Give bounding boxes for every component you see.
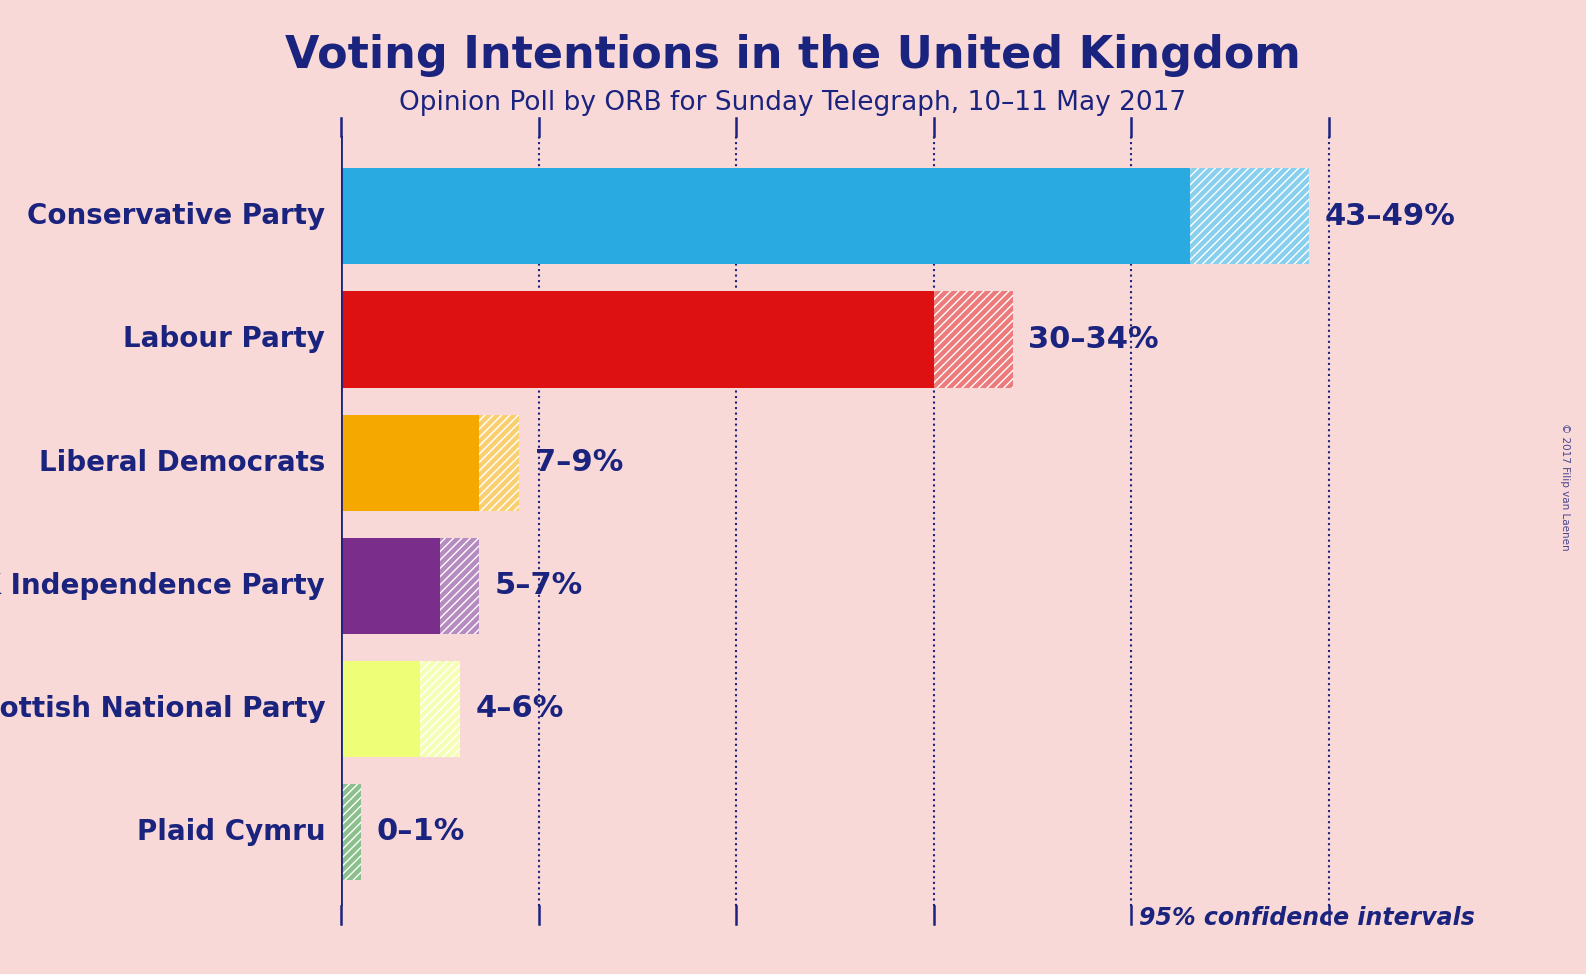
- Bar: [479, 415, 519, 510]
- Text: 7–9%: 7–9%: [534, 448, 623, 477]
- Bar: [341, 660, 420, 757]
- Bar: [420, 660, 460, 757]
- Bar: [341, 784, 360, 880]
- Bar: [341, 169, 1191, 264]
- Bar: [439, 538, 479, 634]
- Text: Opinion Poll by ORB for Sunday Telegraph, 10–11 May 2017: Opinion Poll by ORB for Sunday Telegraph…: [400, 90, 1186, 116]
- Text: 43–49%: 43–49%: [1324, 202, 1456, 231]
- Bar: [341, 415, 479, 510]
- Bar: [341, 291, 934, 388]
- Bar: [934, 291, 1012, 388]
- Bar: [420, 660, 460, 757]
- Bar: [1191, 169, 1308, 264]
- Text: 95% confidence intervals: 95% confidence intervals: [1139, 906, 1475, 930]
- Bar: [479, 415, 519, 510]
- Text: 5–7%: 5–7%: [495, 571, 584, 600]
- Bar: [341, 784, 360, 880]
- Text: Voting Intentions in the United Kingdom: Voting Intentions in the United Kingdom: [285, 34, 1301, 77]
- Text: Scottish National Party: Scottish National Party: [0, 694, 325, 723]
- Bar: [934, 291, 1012, 388]
- Text: 30–34%: 30–34%: [1028, 325, 1159, 354]
- Text: © 2017 Filip van Laenen: © 2017 Filip van Laenen: [1561, 423, 1570, 551]
- Bar: [439, 538, 479, 634]
- Bar: [439, 538, 479, 634]
- Text: Liberal Democrats: Liberal Democrats: [38, 449, 325, 476]
- Bar: [934, 291, 1012, 388]
- Text: UK Independence Party: UK Independence Party: [0, 572, 325, 600]
- Text: Plaid Cymru: Plaid Cymru: [136, 818, 325, 846]
- Bar: [1191, 169, 1308, 264]
- Text: 4–6%: 4–6%: [476, 694, 563, 724]
- Text: Labour Party: Labour Party: [124, 325, 325, 354]
- Bar: [341, 784, 360, 880]
- Bar: [479, 415, 519, 510]
- Bar: [341, 538, 439, 634]
- Text: Conservative Party: Conservative Party: [27, 203, 325, 231]
- Bar: [1191, 169, 1308, 264]
- Bar: [420, 660, 460, 757]
- Text: 0–1%: 0–1%: [376, 817, 465, 846]
